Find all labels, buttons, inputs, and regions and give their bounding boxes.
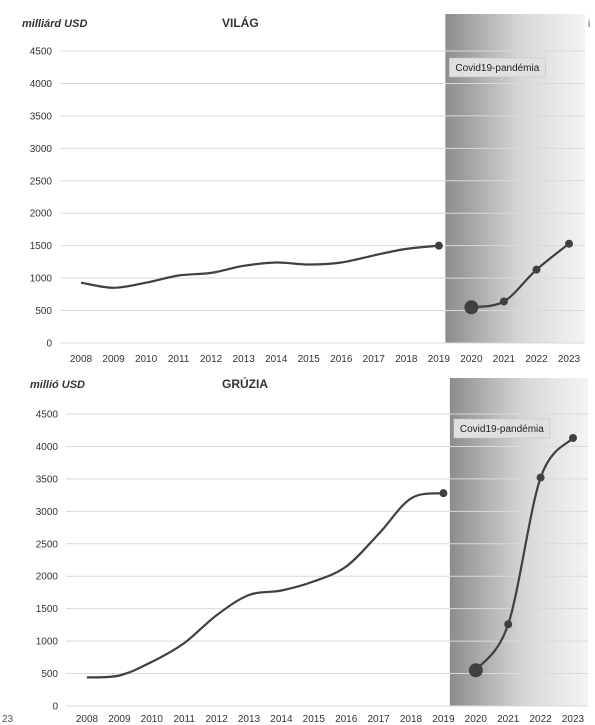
y-tick-label: 3500 [30,111,53,122]
y-tick-label: 2000 [30,209,53,220]
x-tick-label: 2011 [173,714,195,725]
data-point [499,297,508,306]
y-tick-label: 3500 [36,474,59,485]
x-tick-label: 2022 [529,714,552,725]
data-point [434,241,443,250]
x-tick-label: 2014 [270,714,293,725]
chart-gruzia-svg: 0 500 1000 1500 2000 2500 3000 3500 4000 4500 200… [2,376,588,725]
x-tick-label: 2017 [367,714,390,725]
x-tick-label: 2019 [428,354,451,365]
x-tick-label: 2020 [460,354,483,365]
y-tick-label: 2000 [36,572,59,583]
x-tick-label: 2013 [233,354,256,365]
data-point [468,663,483,678]
y-tick-label: 2500 [30,176,53,187]
series-line-2008-2019 [86,492,444,679]
y-tick-label: 4500 [36,410,59,421]
covid-label-box [449,57,546,78]
x-tick-label: 2012 [205,714,228,725]
y-tick-label: 500 [35,306,52,317]
y-tick-label: 0 [52,702,58,713]
data-point [569,434,577,443]
chart-title: VILÁG [222,15,259,30]
series-line-2008-2019 [80,244,439,289]
y-tick-label: 2500 [36,539,59,550]
y-tick-label: 1000 [36,637,59,648]
covid-label-box [453,418,551,439]
y-unit-label: millió USD [30,379,85,391]
x-tick-label: 2016 [335,714,358,725]
x-tick-label: 2009 [102,354,125,365]
x-tick-label: 2015 [303,714,326,725]
y-unit-label: milliárd USD [22,18,87,30]
x-tick-label: 2009 [108,714,131,725]
x-tick-label: 2023 [558,354,581,365]
y-tick-label: 1000 [30,274,53,285]
data-point [464,300,479,315]
data-point [439,489,448,498]
x-tick-label: 2018 [400,714,423,725]
cropped-edge-fragment: 23 [2,714,14,725]
covid-label: Covid19-pandémia [455,63,539,74]
series-line-2020-2023 [474,437,574,671]
x-tick-label: 2015 [298,354,321,365]
chart-gruzia: 0 500 1000 1500 2000 2500 3000 3500 4000 4500 200… [0,372,595,725]
x-tick-label: 2021 [493,354,516,365]
x-tick-label: 2022 [525,354,548,365]
x-tick-label: 2011 [168,354,190,365]
x-tick-label: 2010 [141,714,164,725]
covid-label: Covid19-pandémia [460,424,544,435]
x-tick-label: 2019 [432,714,455,725]
cropped-edge-fragment: i [588,19,590,30]
x-tick-label: 2016 [330,354,353,365]
x-tick-label: 2020 [465,714,488,725]
x-tick-label: 2021 [497,714,520,725]
x-tick-label: 2010 [135,354,158,365]
x-tick-label: 2017 [363,354,386,365]
y-tick-label: 0 [46,339,52,350]
data-point [565,239,573,248]
y-tick-label: 4000 [36,442,59,453]
y-tick-label: 1500 [30,241,53,252]
y-tick-label: 500 [41,669,58,680]
y-tick-label: 3000 [36,507,59,518]
data-point [504,620,513,629]
y-tick-label: 4000 [30,79,53,90]
data-point [536,473,545,482]
y-tick-label: 1500 [36,604,59,615]
data-point [532,265,541,274]
x-tick-label: 2008 [76,714,99,725]
x-tick-label: 2014 [265,354,288,365]
x-tick-label: 2008 [70,354,93,365]
series-line-2020-2023 [471,242,570,309]
x-tick-label: 2023 [562,714,585,725]
x-tick-label: 2012 [200,354,223,365]
x-tick-label: 2013 [238,714,261,725]
chart-title: GRÚZIA [222,376,268,391]
y-tick-label: 4500 [30,47,53,58]
chart-vilag: 0 500 1000 1500 2000 2500 3000 3500 4000 4500 200… [22,14,590,365]
chart-vilag-svg: 0 500 1000 1500 2000 2500 3000 3500 4000 4500 200… [22,14,590,365]
x-tick-label: 2018 [395,354,418,365]
y-tick-label: 3000 [30,144,53,155]
